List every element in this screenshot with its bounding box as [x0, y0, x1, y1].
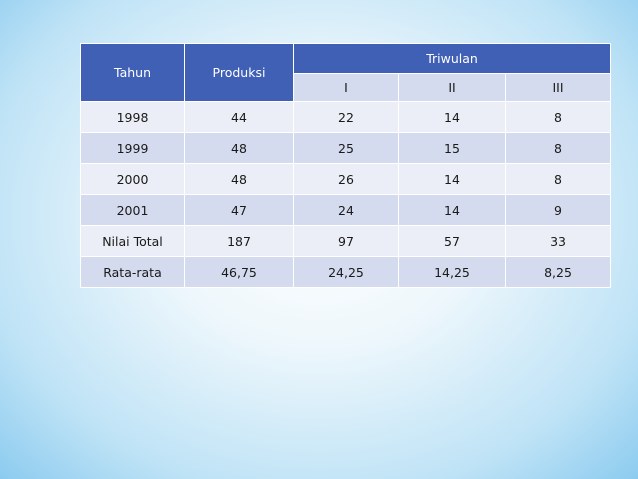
- cell-tahun: 1998: [80, 101, 185, 133]
- cell-quarter-2: 57: [398, 225, 506, 257]
- cell-label: Nilai Total: [80, 225, 185, 257]
- cell-quarter-1: 97: [293, 225, 399, 257]
- cell-label: Rata-rata: [80, 256, 185, 288]
- cell-quarter-1: 26: [293, 163, 399, 195]
- header-quarter-3: III: [504, 73, 612, 102]
- cell-quarter-1: 24,25: [293, 256, 399, 288]
- cell-produksi: 46,75: [184, 256, 294, 288]
- cell-quarter-3: 8: [504, 163, 612, 195]
- cell-produksi: 44: [184, 101, 294, 133]
- table-row: 1998 44 22 14 8: [80, 101, 612, 133]
- header-quarter-2: II: [398, 73, 506, 102]
- cell-quarter-2: 15: [398, 132, 506, 164]
- cell-tahun: 2001: [80, 194, 185, 226]
- table-row-total: Nilai Total 187 97 57 33: [80, 225, 612, 257]
- cell-produksi: 48: [184, 163, 294, 195]
- cell-quarter-1: 24: [293, 194, 399, 226]
- cell-produksi: 187: [184, 225, 294, 257]
- cell-quarter-3: 9: [504, 194, 612, 226]
- cell-quarter-3: 8,25: [504, 256, 612, 288]
- header-tahun: Tahun: [80, 43, 185, 102]
- header-triwulan: Triwulan: [292, 43, 612, 74]
- table-row: 2000 48 26 14 8: [80, 163, 612, 195]
- header-quarter-1: I: [293, 73, 399, 102]
- production-table: Tahun Produksi Triwulan I II III 1998 44…: [80, 43, 612, 288]
- table-row: 1999 48 25 15 8: [80, 132, 612, 164]
- cell-quarter-2: 14: [398, 101, 506, 133]
- table-row: 2001 47 24 14 9: [80, 194, 612, 226]
- cell-quarter-2: 14: [398, 163, 506, 195]
- cell-tahun: 2000: [80, 163, 185, 195]
- cell-quarter-1: 25: [293, 132, 399, 164]
- header-produksi: Produksi: [184, 43, 294, 102]
- cell-quarter-3: 8: [504, 132, 612, 164]
- cell-produksi: 48: [184, 132, 294, 164]
- cell-tahun: 1999: [80, 132, 185, 164]
- cell-quarter-3: 33: [504, 225, 612, 257]
- table-row-average: Rata-rata 46,75 24,25 14,25 8,25: [80, 256, 612, 288]
- cell-quarter-2: 14,25: [398, 256, 506, 288]
- cell-produksi: 47: [184, 194, 294, 226]
- cell-quarter-2: 14: [398, 194, 506, 226]
- cell-quarter-3: 8: [504, 101, 612, 133]
- cell-quarter-1: 22: [293, 101, 399, 133]
